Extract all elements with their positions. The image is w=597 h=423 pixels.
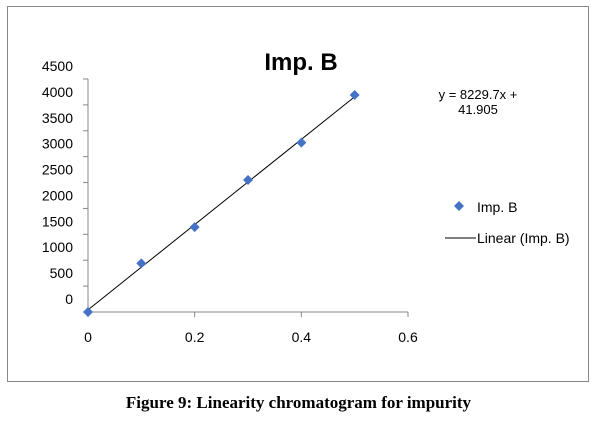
data-point xyxy=(243,174,253,185)
y-tick-label: 4500 xyxy=(42,58,73,74)
chart-frame: Imp. B 0 500 1000 1500 2000 2500 3000 3500 4000 4… xyxy=(7,6,589,382)
y-tick-label: 500 xyxy=(50,265,74,281)
x-tick-label: 0.4 xyxy=(292,329,312,345)
chart-svg: Imp. B 0 500 1000 1500 2000 2500 3000 3500 4000 4… xyxy=(42,49,570,345)
legend-label-series: Imp. B xyxy=(477,199,517,215)
y-tick-label: 2500 xyxy=(42,162,73,178)
data-point xyxy=(136,258,147,269)
equation-line-2: 41.905 xyxy=(458,102,498,117)
y-tick-label: 3500 xyxy=(42,110,73,126)
data-point xyxy=(349,90,360,101)
y-tick-label: 0 xyxy=(65,291,73,307)
equation-line-1: y = 8229.7x + xyxy=(439,87,518,102)
data-point xyxy=(189,222,200,233)
data-point xyxy=(83,307,93,317)
data-points xyxy=(83,90,360,317)
y-tick-label: 2000 xyxy=(42,187,73,203)
figure-caption: Figure 9: Linearity chromatogram for imp… xyxy=(125,393,472,412)
x-tick-label: 0.6 xyxy=(398,329,418,345)
legend: Imp. B Linear (Imp. B) xyxy=(445,199,570,246)
data-point xyxy=(296,137,307,148)
legend-label-trendline: Linear (Imp. B) xyxy=(477,230,570,246)
chart-title: Imp. B xyxy=(264,49,337,76)
y-tick-label: 3000 xyxy=(42,136,73,152)
trendline xyxy=(87,96,355,311)
y-tick-label: 1000 xyxy=(42,239,73,255)
legend-diamond-icon xyxy=(454,201,464,211)
x-tick-label: 0.2 xyxy=(185,329,205,345)
x-axis-ticks: 0 0.2 0.4 0.6 xyxy=(84,312,418,345)
y-tick-label: 1500 xyxy=(42,213,73,229)
y-axis-ticks: 0 500 1000 1500 2000 2500 3000 3500 4000 4500 xyxy=(42,58,88,313)
y-tick-label: 4000 xyxy=(42,84,73,100)
x-tick-label: 0 xyxy=(84,329,92,345)
